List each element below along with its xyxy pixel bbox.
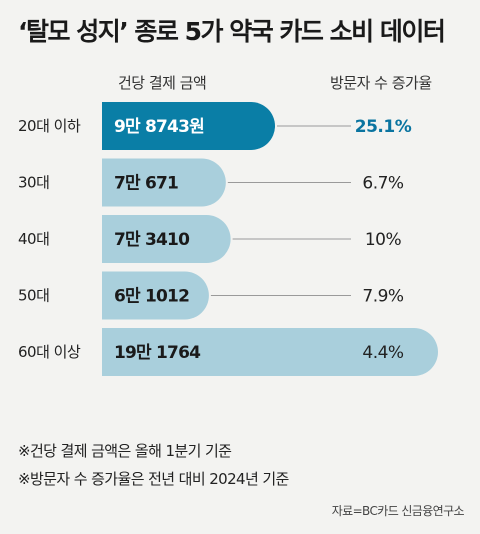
growth-label: 10% [365,230,402,250]
row-label: 50대 [18,287,49,305]
column-header-visitor-growth: 방문자 수 증가율 [330,74,432,92]
row-label: 60대 이상 [18,343,81,361]
column-header-amount: 건당 결제 금액 [118,74,207,92]
amount-label: 9만 8743원 [114,117,204,137]
amount-label: 19만 1764 [114,343,201,363]
amount-bar [102,328,438,376]
source-credit: 자료=BC카드 신금융연구소 [331,504,465,518]
amount-label: 6만 1012 [114,287,189,307]
amount-bar [102,215,231,263]
amount-label: 7만 671 [114,174,178,194]
growth-label: 7.9% [362,287,404,307]
amount-bar [102,271,209,320]
row-label: 20대 이하 [18,117,81,135]
growth-label: 6.7% [362,174,404,194]
row-label: 40대 [18,230,49,248]
note-amount-basis: ※건당 결제 금액은 올해 1분기 기준 [18,442,232,460]
growth-label: 4.4% [362,343,404,363]
amount-label: 7만 3410 [114,230,190,250]
amount-bar [102,102,276,150]
note-growth-basis: ※방문자 수 증가율은 전년 대비 2024년 기준 [18,470,289,488]
growth-label: 25.1% [355,117,412,137]
amount-bar [102,158,226,207]
row-label: 30대 [18,174,49,192]
chart-title: ‘탈모 성지’ 종로 5가 약국 카드 소비 데이터 [18,17,446,46]
